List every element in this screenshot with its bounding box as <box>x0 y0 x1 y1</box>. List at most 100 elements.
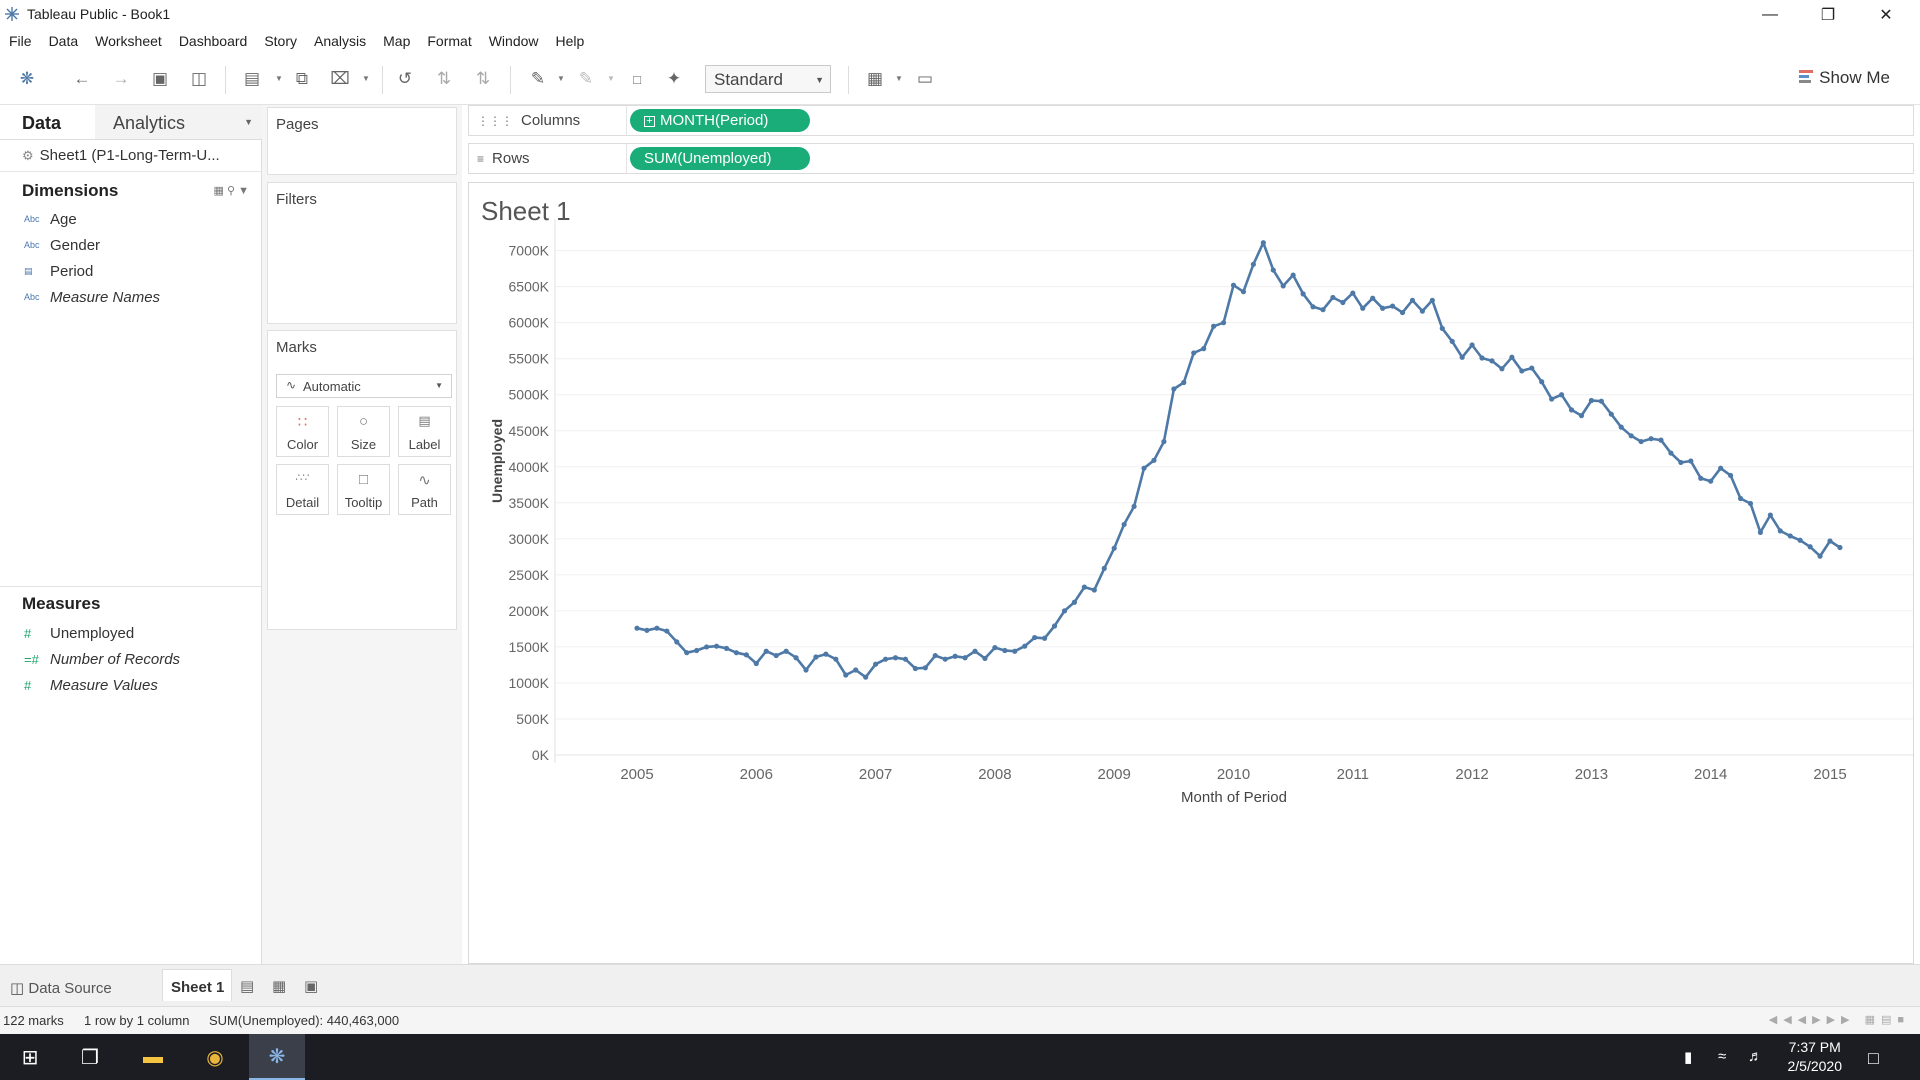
y-tick-label: 7000K <box>509 243 550 259</box>
chevron-down-icon[interactable]: ▼ <box>557 74 565 83</box>
redo-icon[interactable]: → <box>112 69 130 88</box>
presentation-mode-icon[interactable]: ▭ <box>916 69 934 88</box>
chevron-down-icon[interactable]: ▼ <box>275 74 283 83</box>
minimize-button[interactable]: — <box>1762 5 1778 23</box>
chrome-icon[interactable]: ◉ <box>206 1046 224 1069</box>
close-button[interactable]: ✕ <box>1879 6 1893 24</box>
new-worksheet-icon[interactable]: ▤ <box>240 978 255 995</box>
data-point <box>684 650 690 656</box>
new-story-icon[interactable]: ▣ <box>304 978 319 995</box>
line-chart[interactable]: 0K 500K 1000K 1500K 2000K 2500K 3000K 3500K 4000… <box>469 183 1913 963</box>
chevron-down-icon[interactable]: ▼ <box>362 74 370 83</box>
menu-worksheet[interactable]: Worksheet <box>95 33 162 49</box>
filters-card[interactable]: Filters <box>267 182 457 324</box>
chevron-down-icon[interactable]: ▼ <box>244 117 253 127</box>
dimensions-tools[interactable]: ▦ ⚲ ▼ <box>213 185 249 197</box>
save-icon[interactable]: ▣ <box>151 69 169 88</box>
columns-icon: ⋮⋮⋮ <box>477 114 513 128</box>
clear-sheet-icon[interactable]: ⌧ <box>330 69 350 88</box>
tooltip-button[interactable]: □ Tooltip <box>337 464 390 515</box>
menu-story[interactable]: Story <box>264 33 297 49</box>
menu-data[interactable]: Data <box>48 33 79 49</box>
task-view-icon[interactable]: ❐ <box>81 1046 99 1069</box>
wifi-icon[interactable]: ≈ <box>1718 1048 1727 1065</box>
data-source-item[interactable]: ⚙ Sheet1 (P1-Long-Term-U... <box>0 140 261 172</box>
undo-icon[interactable]: ← <box>73 69 91 88</box>
pin-axes-icon[interactable]: ✦ <box>666 69 682 88</box>
show-mark-labels-icon[interactable]: □ <box>633 71 641 87</box>
menu-format[interactable]: Format <box>427 33 472 49</box>
battery-icon[interactable]: ▮ <box>1684 1049 1693 1066</box>
tab-data[interactable]: Data <box>22 113 62 133</box>
fit-select[interactable]: Standard ▼ <box>705 65 831 93</box>
group-members-icon[interactable]: ✎ <box>578 69 594 88</box>
detail-button[interactable]: ∴∵ Detail <box>276 464 329 515</box>
new-dashboard-icon[interactable]: ▦ <box>272 978 287 995</box>
field-age[interactable]: Abc Age <box>0 206 261 232</box>
highlight-icon[interactable]: ✎ <box>530 69 546 88</box>
field-period[interactable]: ▤ Period <box>0 258 261 284</box>
menu-dashboard[interactable]: Dashboard <box>178 33 248 49</box>
sort-ascending-icon[interactable]: ⇅ <box>436 69 452 88</box>
data-point <box>1797 537 1803 543</box>
data-point <box>1558 392 1565 398</box>
size-button[interactable]: ○ Size <box>337 406 390 457</box>
path-button[interactable]: ∿ Path <box>398 464 451 515</box>
data-point <box>1012 648 1018 654</box>
columns-pill[interactable]: + MONTH(Period) <box>630 109 810 132</box>
chevron-down-icon[interactable]: ▼ <box>895 74 903 83</box>
tableau-taskbar-icon[interactable]: ❋ <box>249 1034 305 1080</box>
new-worksheet-icon[interactable]: ▤ <box>243 69 261 88</box>
chevron-down-icon[interactable]: ▼ <box>607 74 615 83</box>
color-button[interactable]: ∷ Color <box>276 406 329 457</box>
view-canvas[interactable]: Sheet 1 0K 500K 1000K 1500K 2000K 2500K 3000K 3… <box>468 182 1914 964</box>
field-number-of-records[interactable]: =# Number of Records <box>0 646 261 672</box>
mark-type-select[interactable]: ∿ Automatic ▼ <box>276 374 452 398</box>
swap-rows-columns-icon[interactable]: ↺ <box>397 69 413 88</box>
show-cards-icon[interactable]: ▦ <box>866 69 884 88</box>
file-explorer-icon[interactable]: ▬ <box>143 1045 163 1068</box>
rows-shelf[interactable]: ≡ Rows SUM(Unemployed) <box>468 143 1914 174</box>
data-point <box>763 648 769 654</box>
tab-data-source[interactable]: ◫ Data Source <box>10 979 112 997</box>
field-measure-values[interactable]: # Measure Values <box>0 672 261 698</box>
volume-icon[interactable]: ♬ <box>1748 1048 1763 1065</box>
sort-descending-icon[interactable]: ⇅ <box>475 69 491 88</box>
data-point <box>1598 398 1604 404</box>
label-button[interactable]: ▤ Label <box>398 406 451 457</box>
color-label: Color <box>286 437 319 452</box>
data-point <box>1051 623 1058 629</box>
clock[interactable]: 7:37 PM 2/5/2020 <box>1788 1038 1843 1076</box>
x-axis-title: Month of Period <box>1181 789 1287 806</box>
menu-map[interactable]: Map <box>383 33 411 49</box>
dimensions-title: Dimensions <box>22 181 119 200</box>
pages-card[interactable]: Pages <box>267 107 457 175</box>
tab-sheet-1[interactable]: Sheet 1 <box>162 969 232 1001</box>
expand-icon[interactable]: + <box>644 116 655 127</box>
show-me-button[interactable]: Show Me <box>1799 68 1890 88</box>
field-gender[interactable]: Abc Gender <box>0 232 261 258</box>
field-unemployed[interactable]: # Unemployed <box>0 620 261 646</box>
restore-button[interactable]: ❐ <box>1820 6 1836 24</box>
data-point <box>1419 308 1425 314</box>
menu-window[interactable]: Window <box>488 33 539 49</box>
windows-start-icon[interactable]: ⊞ <box>21 1046 39 1069</box>
y-tick-label: 1000K <box>509 675 550 691</box>
measure-type-icon: # <box>24 677 32 693</box>
menu-help[interactable]: Help <box>555 33 585 49</box>
data-point <box>1280 283 1286 289</box>
tableau-home-icon[interactable]: ❋ <box>19 69 35 88</box>
new-data-source-icon[interactable]: ◫ <box>190 69 208 88</box>
columns-shelf[interactable]: ⋮⋮⋮ Columns + MONTH(Period) <box>468 105 1914 136</box>
rows-pill[interactable]: SUM(Unemployed) <box>630 147 810 170</box>
notifications-icon[interactable]: □ <box>1868 1048 1879 1068</box>
data-point <box>1300 291 1306 297</box>
field-measure-names[interactable]: Abc Measure Names <box>0 284 261 310</box>
data-point <box>1827 538 1833 544</box>
duplicate-sheet-icon[interactable]: ⧉ <box>295 69 309 88</box>
tab-analytics[interactable]: Analytics <box>113 113 186 133</box>
menu-file[interactable]: File <box>9 33 32 49</box>
menu-analysis[interactable]: Analysis <box>314 33 367 49</box>
x-tick-label: 2005 <box>620 766 653 783</box>
sheet-navigation-icons[interactable]: ◀◀◀▶▶▶ ▦▤■ <box>1768 1014 1910 1026</box>
